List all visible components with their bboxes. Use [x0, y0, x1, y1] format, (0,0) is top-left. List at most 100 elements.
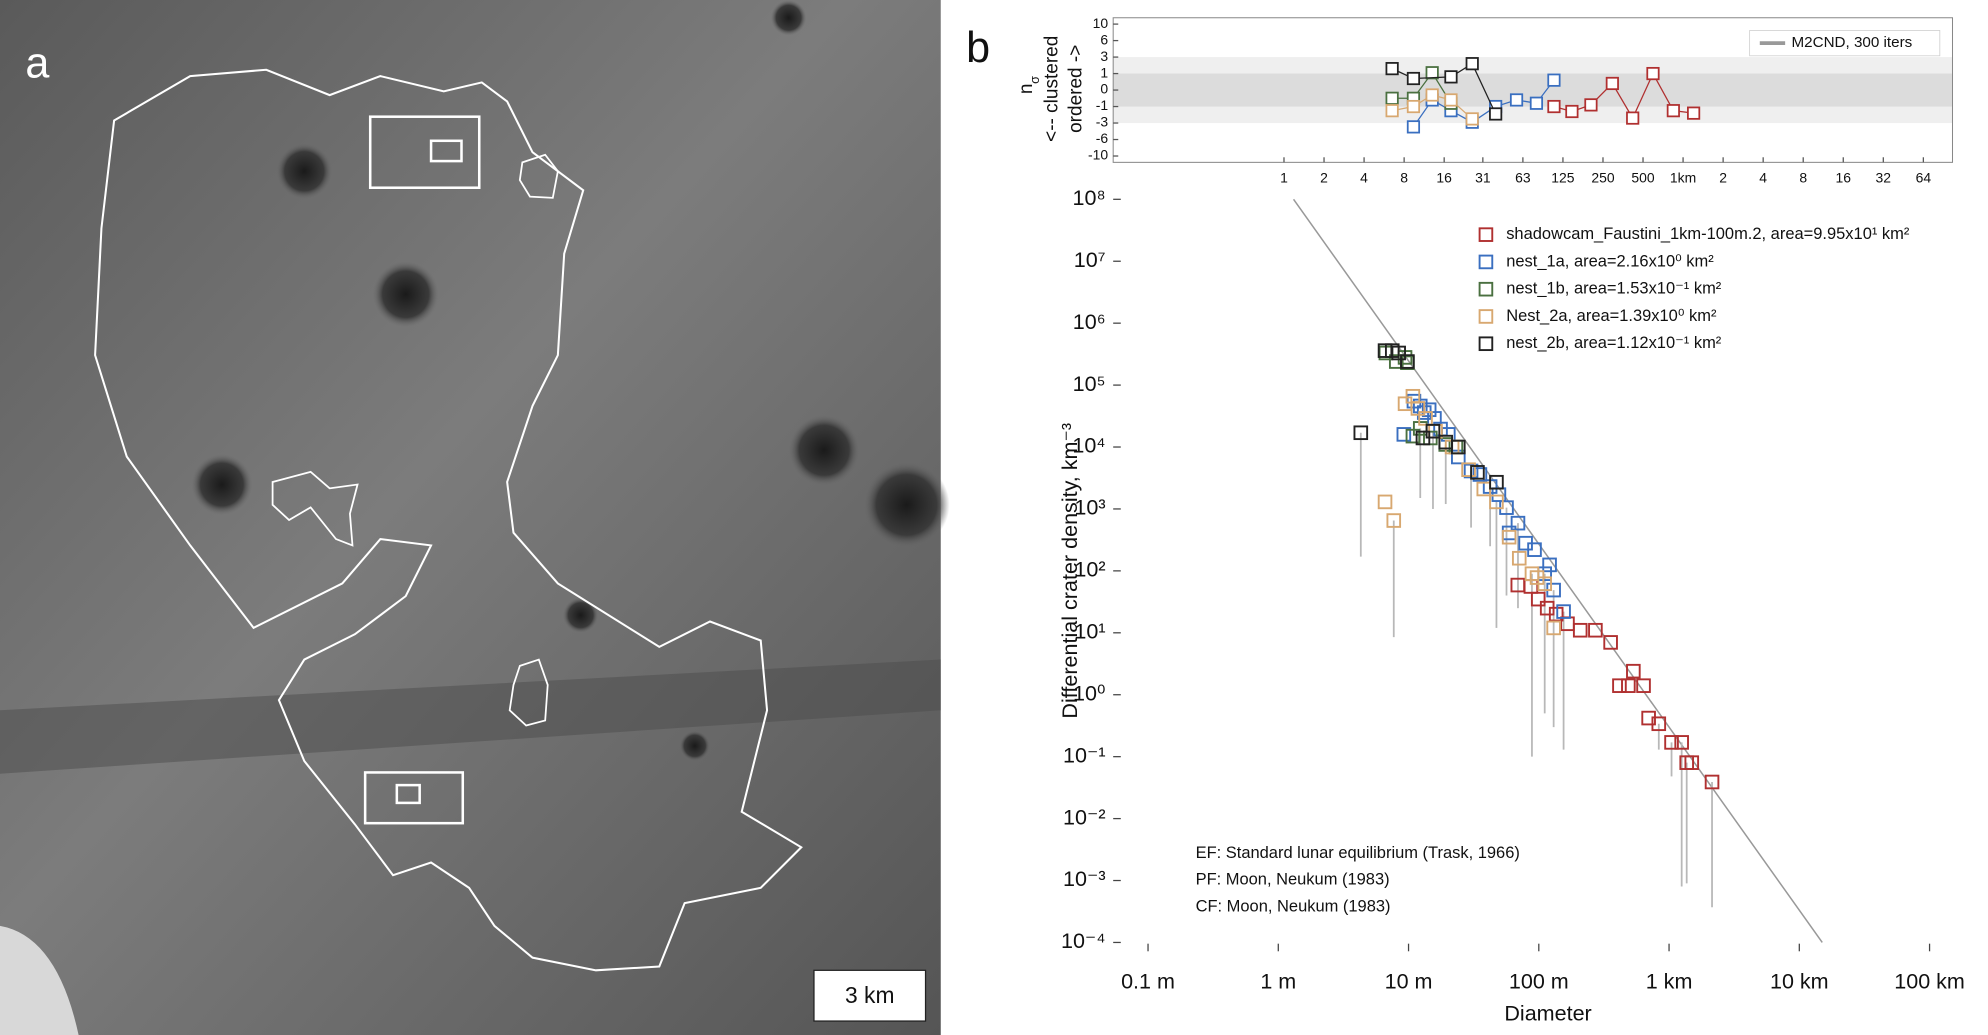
point	[1584, 98, 1598, 112]
point	[1626, 111, 1640, 125]
y-tick-label: 10⁷	[1074, 247, 1106, 272]
point	[1547, 99, 1561, 114]
annotation: EF: Standard lunar equilibrium (Trask, 1…	[1196, 844, 1520, 862]
legend-label: shadowcam_Faustini_1km-100m.2, area=9.95…	[1506, 225, 1910, 243]
point	[1386, 513, 1402, 528]
legend-label: nest_1b, area=1.53x10⁻¹ km²	[1506, 280, 1722, 298]
crater	[770, 0, 807, 36]
point	[1565, 104, 1579, 119]
y-tick-label: 10⁸	[1073, 185, 1106, 210]
point	[1465, 57, 1479, 71]
point	[1425, 88, 1439, 102]
y-axis-label: <-- clustered	[1041, 36, 1062, 142]
x-tick-label: 250	[1591, 170, 1614, 186]
legend-swatch	[1478, 309, 1494, 324]
point	[1444, 70, 1458, 84]
crater	[276, 143, 333, 200]
x-tick-label: 1	[1280, 170, 1288, 186]
image-band	[0, 659, 941, 774]
study-area-outline	[94, 68, 803, 972]
y-tick-label: 1	[1100, 64, 1108, 80]
y-axis-title: Differential crater density, km⁻³	[1057, 423, 1082, 719]
y-axis-symbol: n	[1016, 83, 1037, 94]
point	[1489, 474, 1504, 490]
point	[1546, 620, 1561, 636]
point	[1405, 428, 1421, 444]
y-tick-label: -10	[1088, 147, 1108, 163]
lunar-image: a 3 km	[0, 0, 950, 1035]
point	[1646, 66, 1660, 81]
point	[1588, 622, 1603, 638]
y-tick-label: -1	[1096, 97, 1109, 113]
y-tick-label: -3	[1096, 114, 1109, 130]
x-tick-label: 64	[1916, 170, 1932, 186]
x-tick-label: 16	[1836, 170, 1852, 186]
point	[1400, 354, 1415, 369]
legend-swatch	[1478, 281, 1494, 297]
point	[1353, 425, 1369, 441]
point	[1406, 71, 1421, 86]
point	[1510, 515, 1526, 531]
x-tick-label: 100 km	[1894, 969, 1965, 994]
x-tick-label: 8	[1799, 170, 1807, 186]
y-tick-label: 10⁻³	[1063, 866, 1106, 891]
point	[1425, 423, 1441, 439]
x-tick-label: 4	[1759, 170, 1767, 186]
x-tick-label: 10 m	[1385, 969, 1433, 994]
crater	[863, 461, 950, 548]
point	[1626, 663, 1641, 679]
nest-box	[395, 783, 421, 805]
legend-swatch	[1478, 227, 1494, 242]
legend-label: M2CND, 300 iters	[1791, 34, 1912, 51]
nest-box	[363, 771, 465, 825]
y-tick-label: -6	[1096, 130, 1109, 146]
point	[1530, 591, 1546, 607]
x-tick-label: 100 m	[1509, 969, 1569, 994]
point	[1385, 104, 1399, 118]
legend-label: nest_2b, area=1.12x10⁻¹ km²	[1506, 334, 1722, 352]
point	[1524, 566, 1540, 582]
point	[1410, 401, 1426, 416]
point	[1605, 76, 1619, 91]
point	[1501, 529, 1517, 545]
y-tick-label: 10⁻⁴	[1061, 928, 1106, 953]
point	[1666, 104, 1680, 118]
point	[1684, 755, 1700, 770]
point	[1472, 467, 1488, 482]
y-tick-label: 10⁻¹	[1063, 742, 1106, 767]
point	[1527, 542, 1542, 557]
crater	[191, 454, 253, 515]
y-tick-label: 6	[1100, 31, 1108, 47]
point	[1489, 494, 1504, 510]
excluded-outline	[508, 658, 549, 727]
x-tick-label: 1km	[1670, 170, 1696, 186]
point	[1489, 107, 1503, 121]
point	[1418, 411, 1433, 426]
x-tick-label: 1 m	[1260, 969, 1296, 994]
scale-bar-box	[813, 969, 927, 1022]
legend-label: nest_1a, area=2.16x10⁰ km²	[1506, 252, 1714, 270]
crater	[788, 414, 860, 486]
x-tick-label: 2	[1719, 170, 1727, 186]
legend-swatch	[1478, 336, 1494, 352]
x-tick-label: 4	[1360, 170, 1368, 186]
point	[1674, 735, 1689, 750]
point	[1537, 576, 1552, 592]
annotation: PF: Moon, Neukum (1983)	[1196, 871, 1390, 889]
series-line	[1392, 71, 1452, 104]
y-tick-label: 0	[1100, 81, 1108, 97]
crater	[679, 730, 710, 762]
image-background	[0, 0, 941, 1035]
point	[1621, 678, 1636, 693]
crater	[562, 597, 599, 633]
x-tick-label: 31	[1475, 170, 1491, 186]
x-tick-label: 125	[1551, 170, 1574, 186]
bright-crater	[0, 925, 79, 1035]
point	[1542, 557, 1557, 573]
excluded-outline	[518, 153, 559, 199]
x-tick-label: 0.1 m	[1121, 969, 1175, 994]
point	[1406, 99, 1421, 114]
panel-label: b	[966, 24, 990, 72]
point	[1406, 120, 1421, 134]
scale-bar-label: 3 km	[845, 982, 894, 1008]
